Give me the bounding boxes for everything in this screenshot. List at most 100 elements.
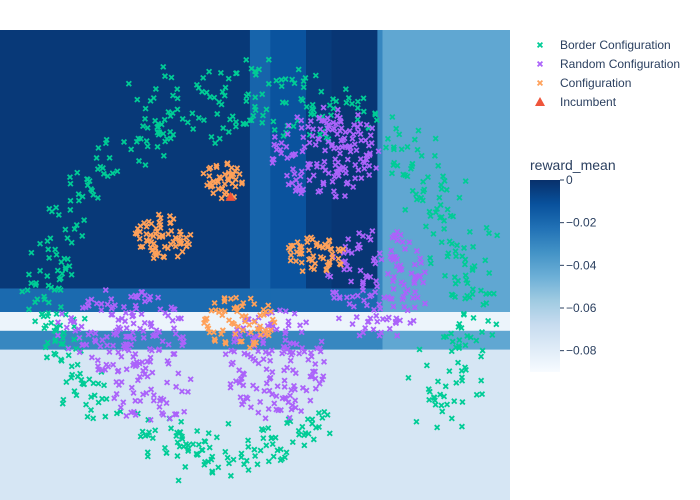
data-point: [228, 164, 235, 171]
data-point: [131, 360, 138, 367]
data-point: [365, 318, 372, 325]
legend-item-incumbent[interactable]: Incumbent: [535, 95, 617, 109]
data-point: [283, 449, 290, 456]
data-point: [374, 283, 381, 290]
data-point: [284, 154, 291, 162]
data-point: [204, 323, 211, 330]
data-point: [338, 137, 345, 144]
data-point: [75, 191, 82, 198]
data-point: [431, 397, 438, 404]
data-point: [175, 370, 182, 377]
data-point: [277, 457, 284, 464]
data-point: [426, 396, 433, 403]
data-point: [271, 126, 278, 133]
data-point: [343, 294, 350, 301]
data-point: [402, 289, 409, 296]
data-point: [290, 123, 297, 130]
data-point: [92, 330, 99, 337]
data-point: [260, 427, 267, 434]
data-point: [355, 128, 362, 135]
data-point: [45, 309, 52, 317]
data-point: [422, 300, 429, 307]
data-point: [301, 143, 308, 150]
data-point: [367, 132, 374, 139]
data-point: [48, 208, 55, 215]
legend-marker-x-icon: [536, 60, 544, 68]
data-point: [104, 301, 111, 308]
data-point: [229, 320, 236, 327]
data-point: [454, 242, 461, 249]
data-point: [448, 415, 455, 422]
data-point: [263, 106, 270, 113]
data-point: [90, 415, 97, 422]
data-point: [254, 461, 261, 468]
data-point: [421, 269, 428, 276]
legend-label: Border Configuration: [560, 38, 671, 52]
data-point: [478, 353, 485, 360]
data-point: [290, 382, 297, 389]
heatmap-cell: [249, 349, 271, 500]
data-point: [265, 56, 272, 63]
data-point: [144, 124, 151, 131]
data-point: [269, 368, 276, 376]
data-point: [282, 308, 289, 315]
data-point: [144, 238, 151, 245]
data-point: [277, 407, 284, 414]
data-point: [177, 334, 184, 342]
data-point: [273, 393, 280, 400]
data-point: [99, 367, 106, 374]
data-point: [321, 158, 328, 165]
data-point: [305, 430, 312, 437]
data-point: [143, 223, 150, 230]
data-point: [283, 420, 291, 427]
data-point: [99, 395, 106, 402]
data-point: [315, 135, 322, 142]
data-point: [360, 108, 367, 115]
data-point: [388, 295, 395, 302]
data-point: [209, 182, 216, 189]
data-point: [175, 315, 182, 322]
data-point: [211, 94, 218, 101]
data-point: [38, 311, 45, 318]
data-point: [220, 125, 227, 132]
data-point: [412, 274, 419, 282]
data-point: [394, 332, 401, 339]
data-point: [388, 170, 396, 177]
data-point: [234, 303, 241, 311]
data-point: [111, 395, 118, 402]
data-point: [184, 239, 191, 246]
data-point: [124, 333, 131, 340]
data-point: [98, 307, 105, 314]
data-point: [190, 441, 197, 448]
data-point: [278, 83, 285, 90]
data-point: [291, 170, 298, 178]
data-point: [233, 294, 240, 301]
data-point: [434, 424, 441, 431]
data-point: [212, 140, 219, 147]
data-point: [54, 332, 62, 339]
legend-item-border[interactable]: Border Configuration: [536, 38, 671, 52]
legend-item-random[interactable]: Random Configuration: [536, 57, 680, 71]
data-point: [149, 435, 156, 442]
data-point: [283, 172, 291, 179]
data-point: [299, 344, 306, 352]
data-point: [252, 94, 259, 101]
data-point: [132, 230, 139, 237]
data-point: [179, 115, 186, 123]
data-point: [318, 338, 325, 345]
data-point: [206, 172, 213, 180]
data-point: [340, 246, 347, 253]
data-point: [195, 114, 202, 122]
data-point: [165, 108, 172, 116]
data-point: [419, 197, 426, 204]
data-point: [82, 401, 90, 408]
data-point: [168, 227, 175, 234]
data-point: [159, 338, 166, 345]
data-point: [420, 279, 427, 286]
data-point: [298, 124, 305, 131]
data-point: [418, 152, 425, 159]
data-point: [262, 327, 269, 334]
data-point: [356, 230, 363, 237]
legend-item-configuration[interactable]: Configuration: [536, 76, 632, 90]
data-point: [203, 89, 210, 96]
